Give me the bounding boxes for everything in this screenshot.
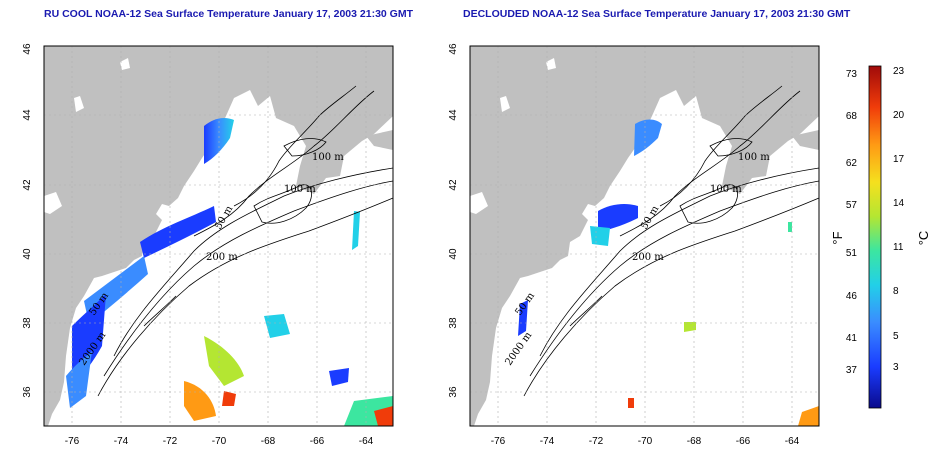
lon-tick-label: -76 bbox=[491, 436, 506, 447]
lon-tick-label: -66 bbox=[736, 436, 751, 447]
left-panel-title: RU COOL NOAA-12 Sea Surface Temperature … bbox=[44, 8, 414, 20]
lat-tick-label: 46 bbox=[22, 43, 33, 55]
celsius-tick-label: 20 bbox=[893, 110, 905, 121]
fahrenheit-tick-label: 68 bbox=[846, 111, 858, 122]
lat-tick-label: 38 bbox=[448, 317, 459, 329]
map-frame bbox=[43, 45, 394, 427]
lat-tick-label: 40 bbox=[448, 248, 459, 260]
celsius-tick-label: 14 bbox=[893, 198, 905, 209]
celsius-ticks: 23 20 17 14 11 8 5 3 bbox=[893, 66, 905, 373]
lon-axis: -76 -74 -72 -70 -68 -66 -64 bbox=[65, 436, 374, 447]
celsius-tick-label: 8 bbox=[893, 286, 899, 297]
lon-tick-label: -74 bbox=[114, 436, 129, 447]
lat-tick-label: 40 bbox=[22, 248, 33, 260]
sst-data-right bbox=[518, 119, 819, 426]
lon-tick-label: -64 bbox=[785, 436, 800, 447]
fahrenheit-tick-label: 57 bbox=[846, 200, 858, 211]
fahrenheit-tick-label: 41 bbox=[846, 333, 858, 344]
right-panel-title: DECLOUDED NOAA-12 Sea Surface Temperatur… bbox=[463, 8, 851, 20]
lat-tick-label: 44 bbox=[448, 109, 459, 121]
lat-tick-label: 36 bbox=[448, 386, 459, 398]
fahrenheit-ticks: 73 68 62 57 51 46 41 37 bbox=[846, 69, 858, 376]
lon-tick-label: -68 bbox=[687, 436, 702, 447]
fahrenheit-tick-label: 46 bbox=[846, 291, 858, 302]
fahrenheit-unit-label: °F bbox=[830, 231, 845, 244]
contour-label: 200 m bbox=[632, 252, 664, 263]
fahrenheit-tick-label: 51 bbox=[846, 248, 858, 259]
fahrenheit-tick-label: 73 bbox=[846, 69, 858, 80]
celsius-tick-label: 3 bbox=[893, 362, 899, 373]
lon-tick-label: -70 bbox=[638, 436, 653, 447]
contour-label: 100 m bbox=[710, 184, 742, 195]
contour-label: 100 m bbox=[738, 152, 770, 163]
fahrenheit-tick-label: 62 bbox=[846, 158, 858, 169]
lat-tick-label: 44 bbox=[22, 109, 33, 121]
celsius-tick-label: 11 bbox=[893, 242, 904, 253]
lon-tick-label: -70 bbox=[212, 436, 227, 447]
lat-lon-grid bbox=[470, 46, 819, 426]
lon-tick-label: -76 bbox=[65, 436, 80, 447]
sst-data-left bbox=[66, 118, 393, 426]
contour-label: 100 m bbox=[312, 152, 344, 163]
celsius-tick-label: 17 bbox=[893, 154, 905, 165]
lat-lon-grid bbox=[44, 46, 393, 426]
celsius-tick-label: 23 bbox=[893, 66, 905, 77]
lat-tick-label: 38 bbox=[22, 317, 33, 329]
contour-label: 200 m bbox=[206, 252, 238, 263]
temperature-colorbar: 73 68 62 57 51 46 41 37 23 20 17 14 11 8… bbox=[830, 65, 931, 409]
celsius-tick-label: 5 bbox=[893, 331, 899, 342]
lon-tick-label: -74 bbox=[540, 436, 555, 447]
contour-label: 100 m bbox=[284, 184, 316, 195]
lat-tick-label: 42 bbox=[448, 179, 459, 191]
lat-axis: 36 38 40 42 44 46 bbox=[22, 43, 33, 398]
lat-tick-label: 36 bbox=[22, 386, 33, 398]
lon-axis: -76 -74 -72 -70 -68 -66 -64 bbox=[491, 436, 800, 447]
lat-tick-label: 46 bbox=[448, 43, 459, 55]
celsius-unit-label: °C bbox=[916, 231, 931, 246]
lat-tick-label: 42 bbox=[22, 179, 33, 191]
lon-tick-label: -66 bbox=[310, 436, 325, 447]
map-frame bbox=[469, 45, 820, 427]
lon-tick-label: -68 bbox=[261, 436, 276, 447]
left-map-panel: 100 m 100 m 50 m 200 m 50 m 2000 m -76 -… bbox=[22, 43, 394, 447]
colorbar-scale bbox=[868, 65, 882, 409]
lon-tick-label: -64 bbox=[359, 436, 374, 447]
lon-tick-label: -72 bbox=[589, 436, 604, 447]
lat-axis: 36 38 40 42 44 46 bbox=[448, 43, 459, 398]
right-map-panel: 100 m 100 m 50 m 200 m 50 m 2000 m -76 -… bbox=[448, 43, 820, 447]
lon-tick-label: -72 bbox=[163, 436, 178, 447]
fahrenheit-tick-label: 37 bbox=[846, 365, 858, 376]
